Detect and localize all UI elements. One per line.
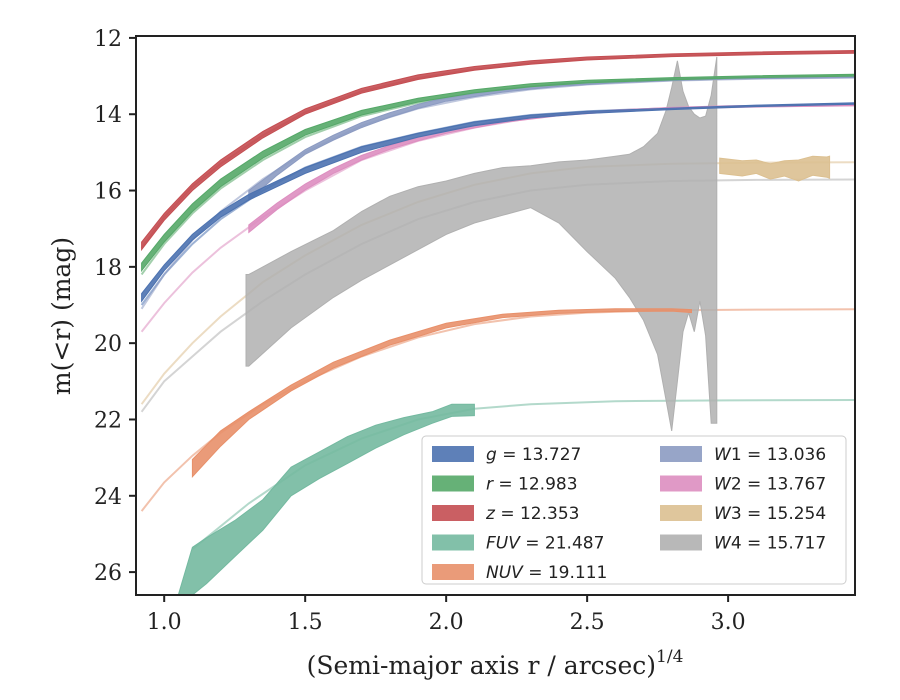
- y-axis-title: m(<r) (mag): [47, 237, 76, 395]
- legend-swatch-7: [660, 505, 702, 521]
- legend-swatch-5: [660, 446, 702, 462]
- x-axis-title: (Semi-major axis r / arcsec)1/4: [307, 647, 684, 680]
- series-2-band: [141, 49, 855, 252]
- x-tick-label-0: 1.0: [147, 610, 182, 635]
- legend-swatch-4: [432, 564, 474, 580]
- legend-label-7: W3 = 15.254: [714, 504, 826, 524]
- series-6-band: [248, 104, 855, 234]
- legend-label-2: z = 12.353: [485, 504, 579, 524]
- y-tick-label-2: 16: [94, 180, 122, 205]
- legend-swatch-1: [432, 475, 474, 492]
- x-tick-label-4: 3.0: [711, 610, 746, 635]
- legend-label-6: W2 = 13.767: [714, 475, 826, 495]
- legend: g = 13.727 r = 12.983 z = 12.353 FUV = 21.4…: [421, 435, 847, 585]
- y-tick-label-6: 24: [94, 485, 122, 510]
- plot-frame: [135, 35, 856, 596]
- x-tick-label-3: 2.5: [570, 610, 605, 635]
- legend-label-0: g = 13.727: [486, 445, 581, 465]
- legend-swatch-2: [432, 505, 474, 521]
- y-tick-label-5: 22: [94, 408, 122, 433]
- legend-box: [421, 435, 847, 585]
- plot-area: [140, 49, 855, 595]
- series-7-band: [719, 155, 831, 182]
- legend-swatch-8: [660, 534, 702, 551]
- legend-label-3: FUV = 21.487: [486, 534, 604, 554]
- series-0-band: [141, 102, 855, 303]
- legend-swatch-3: [432, 534, 474, 551]
- series-3-band: [177, 403, 475, 595]
- y-tick-label-7: 26: [94, 561, 122, 586]
- legend-label-4: NUV = 19.111: [486, 563, 607, 583]
- series-1-band: [141, 73, 855, 273]
- y-tick-label-3: 18: [94, 256, 122, 281]
- legend-swatch-0: [432, 446, 474, 462]
- y-tick-label-4: 20: [94, 332, 122, 357]
- series-4-band: [191, 308, 692, 478]
- legend-label-5: W1 = 13.036: [714, 445, 826, 465]
- x-tick-label-2: 2.0: [429, 610, 464, 635]
- legend-label-8: W4 = 15.717: [714, 534, 826, 554]
- legend-label-1: r = 12.983: [486, 475, 578, 495]
- legend-swatch-6: [660, 475, 702, 492]
- y-tick-label-1: 14: [94, 103, 122, 128]
- y-axis: 12 14 16 18 20 22 24 26: [94, 27, 136, 586]
- y-tick-label-0: 12: [94, 27, 122, 52]
- x-axis: 1.0 1.5 2.0 2.5 3.0: [147, 595, 746, 635]
- series-8-band: [245, 56, 718, 431]
- series-5-band: [248, 75, 855, 202]
- x-tick-label-1: 1.5: [288, 610, 323, 635]
